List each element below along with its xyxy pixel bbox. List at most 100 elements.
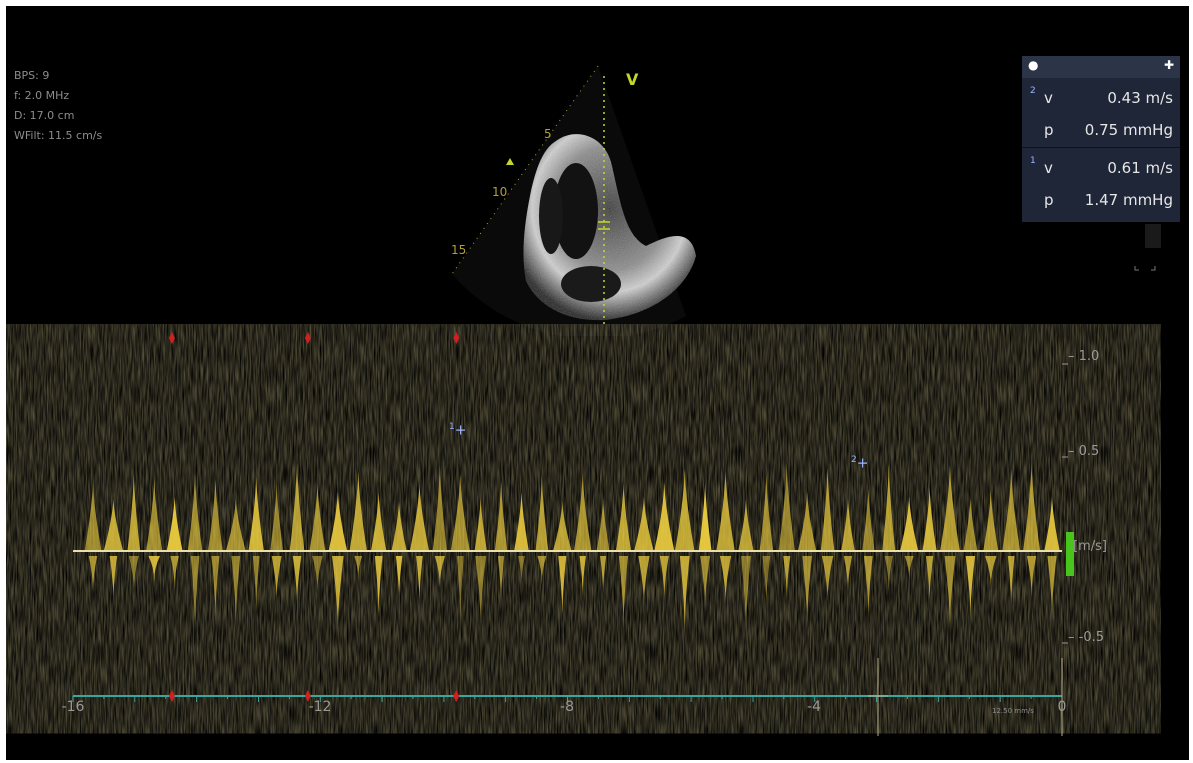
bps-readout: BPS: 9 (14, 69, 50, 82)
row-label: v (1044, 159, 1053, 177)
spectral-peak (535, 476, 549, 550)
spectral-peak (778, 462, 795, 550)
move-icon[interactable]: ✚ (1163, 58, 1174, 72)
measurement-panel[interactable]: ● ✚ 2 v 0.43 m/s p 0.75 mmHg 1 v 0.61 m/… (1022, 56, 1180, 222)
measurement-row: p 0.75 mmHg (1022, 114, 1180, 146)
spectral-doppler (6, 324, 1189, 744)
measurement-row: 1 v 0.61 m/s (1022, 152, 1180, 184)
spectral-peak (270, 483, 283, 550)
spectral-peak (450, 474, 470, 550)
row-value: 1.47 mmHg (1084, 191, 1173, 209)
spectral-trough (700, 556, 711, 610)
spectral-peak (596, 498, 610, 550)
spectral-trough (802, 556, 812, 629)
spectral-peak (248, 476, 264, 550)
row-label: p (1044, 191, 1054, 209)
velocity-unit: [m/s] (1073, 539, 1107, 554)
ecg-marker-top (453, 332, 460, 344)
spectral-peak (187, 474, 203, 550)
ecg-marker-top (304, 332, 311, 344)
time-tick-neg8: -8 (560, 699, 574, 715)
spectral-trough (292, 556, 302, 606)
spectral-peak (514, 492, 529, 550)
spectral-trough (679, 556, 690, 634)
spectral-trough (475, 556, 487, 625)
ecg-marker-bottom (168, 690, 175, 702)
spectral-trough (374, 556, 383, 620)
spectral-trough (783, 556, 791, 601)
measurement-cursor-2[interactable]: 2+ (851, 455, 869, 472)
spectral-trough (600, 556, 607, 596)
spectral-trough (618, 556, 629, 629)
spectral-trough (497, 556, 505, 606)
spectral-trough (252, 556, 260, 615)
frequency-readout: f: 2.0 MHz (14, 89, 70, 102)
spectral-trough (558, 556, 567, 620)
circle-icon[interactable]: ● (1028, 58, 1039, 72)
spectral-peak (841, 498, 855, 550)
velocity-tick-neg05: – -0.5 (1068, 630, 1105, 645)
spectral-peak (940, 465, 960, 550)
right-ventricle-cavity (539, 178, 563, 254)
atrium-cavity (561, 266, 621, 302)
spectral-peak (1023, 462, 1041, 550)
spectral-trough (579, 556, 586, 599)
time-tick-neg12: -12 (308, 699, 332, 715)
panel-resize-handle[interactable] (1131, 224, 1171, 274)
spectral-trough (88, 556, 98, 592)
spectral-trough (1026, 556, 1037, 598)
depth-scale-line (451, 65, 599, 275)
spectral-trough (271, 556, 282, 602)
spectral-trough (843, 556, 853, 593)
measurement-row: 2 v 0.43 m/s (1022, 82, 1180, 114)
velocity-tick-1: – 1.0 (1068, 349, 1100, 364)
spectral-trough (231, 556, 241, 628)
row-index: 2 (1030, 86, 1036, 96)
depth-mark-10: 10 (492, 185, 507, 199)
measurement-cursor-1[interactable]: 1+ (449, 422, 467, 439)
panel-divider (1022, 147, 1180, 148)
depth-readout: D: 17.0 cm (14, 109, 75, 122)
spectral-trough (170, 556, 179, 589)
spectral-trough (740, 556, 751, 634)
spectral-trough (395, 556, 403, 603)
spectral-peak (654, 482, 675, 550)
spectral-peak (328, 490, 347, 550)
spectral-peak (127, 474, 141, 550)
spectral-peak (309, 483, 326, 550)
ecg-marker-bottom (304, 690, 311, 702)
spectral-trough (332, 556, 344, 633)
spectral-peak (349, 471, 367, 550)
spectral-peak (963, 498, 978, 550)
spectral-trough (416, 556, 423, 605)
measurement-row: p 1.47 mmHg (1022, 184, 1180, 216)
spectral-peak (208, 479, 223, 550)
ecg-marker-bottom (453, 690, 460, 702)
spectral-peak (226, 498, 246, 550)
panel-header[interactable]: ● ✚ (1022, 56, 1180, 78)
spectral-trough (985, 556, 997, 588)
spectral-trough (211, 556, 220, 622)
spectral-trough (884, 556, 893, 591)
spectral-peak (882, 464, 896, 550)
row-label: p (1044, 121, 1054, 139)
depth-mark-15: 15 (451, 243, 466, 257)
left-ventricle-cavity (554, 163, 598, 259)
spectral-trough (1007, 556, 1015, 611)
spectral-trough (312, 556, 323, 592)
spectral-trough (965, 556, 976, 619)
spectral-peak (409, 482, 429, 550)
time-tick-neg16: -16 (61, 699, 85, 715)
spectral-peak (900, 496, 919, 550)
spectral-peak (983, 490, 999, 550)
spectral-peak (289, 462, 305, 550)
spectral-trough (944, 556, 956, 632)
ultrasound-display: BPS: 9 f: 2.0 MHz D: 17.0 cm WFilt: 11.5… (6, 6, 1189, 760)
spectral-peak (553, 501, 572, 550)
spectral-peak (84, 481, 102, 550)
spectral-peak (146, 478, 163, 550)
wall-filter-readout: WFilt: 11.5 cm/s (14, 129, 103, 142)
spectral-trough (109, 556, 118, 602)
spectral-trough (1047, 556, 1057, 620)
spectral-peak (103, 498, 123, 550)
